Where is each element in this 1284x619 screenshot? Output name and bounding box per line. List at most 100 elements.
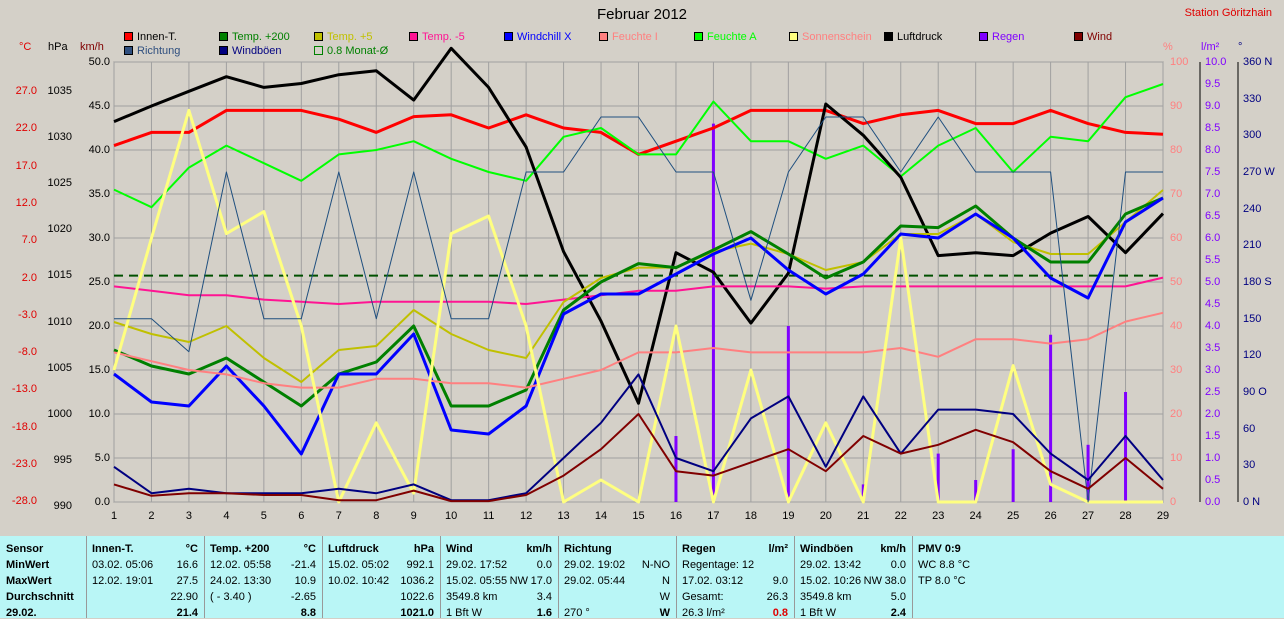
percent-tick-label: 60 — [1170, 232, 1183, 244]
legend-label: Windchill X — [517, 31, 572, 43]
luft-current: 1021.0 — [400, 607, 434, 619]
richtung-min: N-NO — [641, 559, 670, 571]
regen-total: 26.3 — [766, 591, 788, 603]
legend-label: Sonnenschein — [802, 31, 872, 43]
dir-tick-label: 150 — [1243, 312, 1262, 325]
pmv-header: PMV 0:9 — [918, 543, 961, 555]
temp-tick-label: 17.0 — [15, 159, 37, 172]
col-richtung: Richtung 29.02. 19:02 N-NO 29.02. 05:44 … — [558, 536, 677, 619]
x-tick-label: 22 — [894, 510, 907, 522]
legend-swatch — [1074, 32, 1083, 41]
series-line-temp-200 — [113, 196, 1164, 408]
chart-title: Februar 2012 — [596, 6, 688, 23]
dir-unit: ° — [1238, 41, 1243, 53]
rain-tick-label: 2.0 — [1205, 408, 1221, 420]
wind-tick-label: 5.0 — [94, 452, 110, 464]
innen-max: 27.5 — [176, 575, 198, 587]
x-tick-label: 29 — [1156, 510, 1170, 522]
legend-item: Luftdruck — [884, 31, 942, 43]
luft-min-date: 15.02. 05:02 — [328, 559, 390, 571]
percent-tick-label: 100 — [1170, 56, 1189, 68]
temp-current: 8.8 — [300, 607, 316, 619]
wind-distance: 3549.8 km — [446, 591, 498, 603]
x-tick-label: 3 — [185, 510, 192, 522]
legend-label: Luftdruck — [897, 31, 943, 43]
col-luftdruck: Luftdruck hPa 15.02. 05:02 992.1 10.02. … — [322, 536, 441, 619]
x-tick-label: 12 — [519, 510, 533, 522]
pressure-tick-label: 1015 — [47, 269, 72, 282]
wind-bft: 1 Bft W — [446, 607, 483, 619]
legend-label: Windböen — [232, 45, 282, 57]
legend-swatch — [314, 32, 323, 41]
wind-avg: 3.4 — [536, 591, 552, 603]
richtung-avg: W — [659, 591, 670, 603]
percent-unit: % — [1163, 41, 1173, 53]
x-tick-label: 20 — [819, 510, 832, 522]
legend-item: Temp. +200 — [219, 31, 290, 43]
temp-tick-label: 2.0 — [21, 271, 37, 284]
temp-min: -21.4 — [290, 559, 316, 571]
x-tick-label: 8 — [373, 510, 380, 522]
luft-header: Luftdruck — [328, 543, 379, 555]
pressure-tick-label: 990 — [53, 499, 72, 512]
temp-tick-label: -18.0 — [11, 420, 37, 433]
rain-tick-label: 0.5 — [1205, 474, 1221, 486]
richtung-max: N — [662, 575, 670, 587]
legend-item: Feuchte I — [599, 31, 658, 43]
percent-tick-label: 70 — [1170, 188, 1183, 200]
series-line-windb-en — [113, 373, 1164, 502]
x-tick-label: 18 — [744, 510, 758, 522]
wind-tick-label: 25.0 — [88, 276, 110, 288]
wind-tick-label: 45.0 — [88, 100, 110, 112]
x-tick-label: 6 — [298, 510, 305, 522]
dir-tick-label: 210 — [1243, 239, 1262, 252]
wind-min-date: 29.02. 17:52 — [446, 559, 508, 571]
legend-swatch — [789, 32, 798, 41]
col-innen: Innen-T. °C 03.02. 05:06 16.6 12.02. 19:… — [86, 536, 205, 619]
legend-item: Feuchte A — [694, 31, 757, 43]
pressure-tick-label: 995 — [53, 453, 72, 466]
wind-unit: km/h — [80, 41, 104, 53]
rain-tick-label: 5.0 — [1205, 276, 1221, 288]
x-tick-label: 4 — [223, 510, 230, 522]
regen-header: Regen — [682, 543, 716, 555]
richtung-header: Richtung — [564, 543, 612, 555]
series-line-windchill-x — [113, 196, 1164, 456]
richtung-current: W — [659, 607, 670, 619]
dir-tick-label: 30 — [1243, 459, 1256, 472]
col-wind: Wind km/h 29.02. 17:52 0.0 15.02. 05:55 … — [440, 536, 559, 619]
legend-item: Temp. +5 — [314, 31, 373, 43]
dir-tick-label: 120 — [1243, 349, 1262, 362]
legend-swatch — [124, 32, 133, 41]
boeen-unit: km/h — [880, 543, 906, 555]
legend-item: Richtung — [124, 45, 180, 57]
legend-item: 0.8 Monat-Ø — [314, 45, 388, 57]
legend-label: Feuchte I — [612, 31, 658, 43]
innen-avg: 22.90 — [170, 591, 198, 603]
legend-swatch — [124, 46, 133, 55]
temp-avg: -2.65 — [290, 591, 316, 603]
wind-unit-col: km/h — [526, 543, 552, 555]
temp-tick-label: -3.0 — [18, 308, 37, 321]
x-tick-label: 10 — [445, 510, 458, 522]
col-windboeen: Windböen km/h 29.02. 13:42 0.0 15.02. 10… — [794, 536, 913, 619]
col-pmv: PMV 0:9 WC 8.8 °C TP 8.0 °C — [912, 536, 1284, 618]
x-tick-label: 24 — [969, 510, 982, 522]
pressure-tick-label: 1000 — [47, 407, 72, 420]
percent-tick-label: 30 — [1170, 364, 1183, 376]
regen-current: 0.8 — [772, 607, 788, 619]
wind-tick-label: 50.0 — [88, 56, 110, 68]
x-tick-label: 14 — [594, 510, 608, 522]
rain-tick-label: 8.5 — [1205, 122, 1221, 134]
legend-swatch — [694, 32, 703, 41]
rain-tick-label: 9.5 — [1205, 78, 1221, 90]
rain-unit: l/m² — [1201, 41, 1220, 53]
richtung-min-date: 29.02. 19:02 — [564, 559, 626, 571]
pressure-tick-label: 1030 — [47, 131, 72, 144]
legend-swatch — [314, 46, 323, 55]
series-line-temp-5 — [113, 276, 1164, 305]
rain-tick-label: 4.5 — [1205, 298, 1221, 310]
dir-tick-label: 180 S — [1243, 276, 1272, 288]
pressure-tick-label: 1020 — [47, 223, 72, 236]
wind-min: 0.0 — [536, 559, 552, 571]
